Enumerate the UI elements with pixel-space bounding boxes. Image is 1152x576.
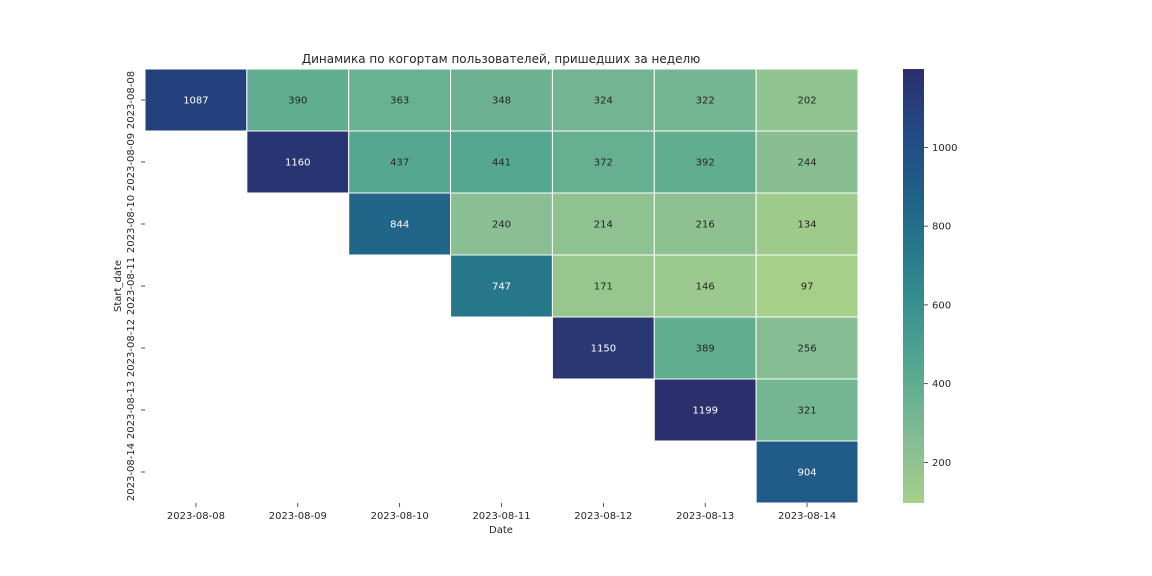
heatmap-cell [551,254,655,318]
cell-value-label: 1150 [591,344,616,355]
heatmap-cell [653,68,757,132]
y-tick-label: 2023-08-13 [126,381,137,439]
cell-value-label: 214 [594,220,613,231]
heatmap-cell [450,130,553,194]
cell-value-label: 363 [390,96,409,107]
cell-value-label: 747 [492,282,511,293]
cell-value-label: 1087 [183,96,208,107]
cell-value-label: 171 [594,282,613,293]
heatmap-cell [348,192,452,256]
cell-value-label: 244 [798,158,817,169]
cell-value-label: 904 [798,468,817,479]
y-axis-ticks: 2023-08-08 2023-08-09 2023-08-10 2023-08-11… [126,71,145,501]
heatmap-cell [348,68,452,132]
cell-value-label: 348 [492,96,511,107]
x-tick-label: 2023-08-14 [778,511,836,522]
heatmap-cell [755,316,859,380]
x-tick-label: 2023-08-13 [676,511,734,522]
heatmap-cell [653,254,757,318]
cell-value-label: 389 [696,344,715,355]
cell-value-label: 441 [492,158,511,169]
cell-value-label: 324 [594,96,613,107]
cell-value-label: 240 [492,220,511,231]
cell-value-label: 844 [390,220,409,231]
x-axis-label: Date [489,525,513,536]
heatmap-cell [755,254,859,318]
cell-value-label: 322 [696,96,715,107]
colorbar-tick-label: 200 [932,458,951,469]
cell-value-label: 146 [696,282,715,293]
x-tick-label: 2023-08-08 [167,511,225,522]
x-tick-label: 2023-08-10 [371,511,429,522]
y-tick-label: 2023-08-14 [126,443,137,501]
y-axis-label: Start_date [113,260,124,312]
heatmap-cell-labels: 1087 390 363 348 324 322 202 1160 437 441 372 392 24… [183,96,816,479]
cell-value-label: 134 [798,220,817,231]
heatmap-cell [755,130,859,194]
heatmap-cell [551,316,655,380]
cell-value-label: 437 [390,158,409,169]
heatmap-cell [653,192,757,256]
heatmap-cell [246,130,350,194]
colorbar-tick-label: 800 [932,222,951,233]
cell-value-label: 1160 [285,158,310,169]
cell-value-label: 392 [696,158,715,169]
x-tick-label: 2023-08-12 [574,511,632,522]
heatmap-cell [755,192,859,256]
heatmap-cell [551,68,655,132]
heatmap-cells [144,68,859,504]
heatmap-cell [551,192,655,256]
colorbar-tick-label: 1000 [932,143,957,154]
heatmap-cell [144,68,248,132]
x-tick-label: 2023-08-11 [472,511,530,522]
y-tick-label: 2023-08-09 [126,133,137,191]
heatmap-cell [653,130,757,194]
y-tick-label: 2023-08-12 [126,319,137,377]
colorbar-tick-label: 400 [932,379,951,390]
cell-value-label: 390 [288,96,307,107]
cell-value-label: 372 [594,158,613,169]
chart-title: Динамика по когортам пользователей, приш… [302,52,700,66]
heatmap-cell [450,68,553,132]
x-axis-ticks: 2023-08-08 2023-08-09 2023-08-10 2023-08-11… [167,503,836,522]
cell-value-label: 97 [801,282,814,293]
cell-value-label: 216 [696,220,715,231]
colorbar [903,69,924,503]
heatmap-cell [755,378,859,442]
colorbar-ticks: 200 400 600 800 1000 [924,143,957,469]
cell-value-label: 1199 [692,406,717,417]
heatmap-cell [246,68,350,132]
cell-value-label: 256 [798,344,817,355]
y-tick-label: 2023-08-08 [126,71,137,129]
cell-value-label: 321 [798,406,817,417]
heatmap-cell [450,254,553,318]
x-tick-label: 2023-08-09 [269,511,327,522]
cell-value-label: 202 [798,96,817,107]
heatmap-cell [755,440,859,504]
colorbar-tick-label: 600 [932,300,951,311]
y-tick-label: 2023-08-10 [126,195,137,253]
y-tick-label: 2023-08-11 [126,257,137,315]
